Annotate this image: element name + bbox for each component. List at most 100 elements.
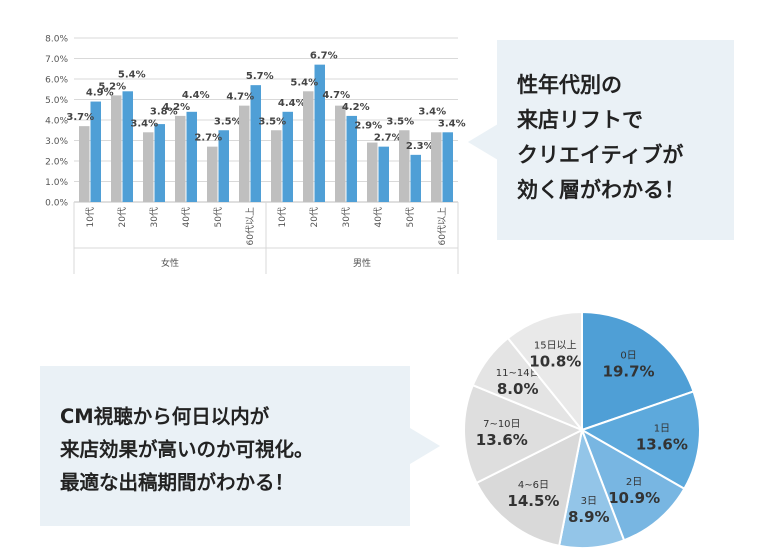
y-tick-label: 2.0%	[45, 158, 68, 168]
bar-label-series-a: 4.2%	[162, 102, 190, 113]
pie-slice	[475, 428, 584, 547]
bar-label-series-b: 2.3%	[406, 141, 434, 152]
bar-chart: 0.0% 1.0% 2.0% 3.0% 4.0% 5.0% 6.0% 7.0% 8.0% 3.7%…	[45, 35, 466, 274]
x-tick-label: 30代	[149, 207, 160, 227]
callout-bottom-line-1: CM視聴から何日以内が	[60, 405, 270, 428]
pie-slice	[463, 383, 585, 485]
x-tick-label: 60代以上	[245, 207, 256, 245]
pie-value-label: 14.5%	[507, 492, 559, 510]
bar-label-series-b: 3.5%	[214, 116, 242, 127]
y-tick-label: 7.0%	[45, 55, 68, 65]
bar-label-series-b: 4.2%	[342, 102, 370, 113]
callout-top-line-4: 効く層がわかる！	[517, 178, 685, 202]
bar-series-b	[218, 130, 229, 202]
bar-series-b	[314, 64, 325, 203]
x-tick-label: 40代	[181, 207, 192, 227]
x-tick-label: 10代	[85, 207, 96, 227]
pie-value-label: 10.9%	[608, 489, 660, 507]
pie-slice	[580, 427, 686, 542]
pie-category-label: 3日	[581, 496, 597, 507]
pie-category-label: 1日	[654, 424, 670, 435]
callout-bottom-line-2: 来店効果が高いのか可視化。	[60, 438, 314, 461]
bar-series-b	[442, 132, 453, 202]
callout-top-line-2: 来店リフトで	[517, 108, 643, 132]
bar-series-a	[399, 130, 410, 202]
bar-series-a	[303, 91, 314, 202]
bar-series-b	[122, 91, 133, 202]
callout-pointer-bottom	[410, 428, 440, 464]
pie-category-label: 2日	[626, 477, 642, 488]
pie-value-label: 13.6%	[636, 436, 688, 454]
x-tick-label: 20代	[309, 207, 320, 227]
bar-series-b	[378, 146, 389, 202]
bar-series-b	[410, 154, 421, 202]
x-tick-label: 30代	[341, 207, 352, 227]
bar-label-series-a: 2.9%	[354, 121, 382, 132]
pie-value-label: 8.9%	[568, 508, 610, 526]
bar-series-a	[335, 105, 346, 202]
bar-series-a	[271, 130, 282, 202]
bar-label-series-a: 3.4%	[130, 118, 158, 129]
pie-value-label: 13.6%	[476, 431, 528, 449]
bar-series-a	[367, 142, 378, 202]
callout-bottom-line-3: 最適な出稿期間がわかる！	[60, 471, 295, 494]
bar-label-series-a: 4.7%	[226, 92, 254, 103]
bar-label-series-b: 6.7%	[310, 51, 338, 62]
pie-value-label: 10.8%	[529, 352, 581, 370]
bar-label-series-b: 5.7%	[246, 71, 274, 82]
bar-series-b	[90, 101, 101, 202]
pie-value-label: 8.0%	[497, 380, 539, 398]
group-label: 男性	[353, 257, 371, 269]
pie-value-label: 19.7%	[603, 363, 655, 381]
bar-label-series-b: 5.4%	[118, 69, 146, 80]
bar-series-a	[79, 126, 90, 202]
bar-label-series-a: 3.4%	[418, 106, 446, 117]
y-tick-label: 1.0%	[45, 178, 68, 188]
bar-label-series-b: 4.9%	[86, 88, 114, 99]
callout-top: 性年代別の 来店リフトで クリエイティブが 効く層がわかる！	[497, 40, 734, 240]
bar-series-a	[207, 146, 218, 202]
bar-label-series-b: 3.4%	[438, 118, 466, 129]
x-tick-label: 20代	[117, 207, 128, 227]
bar-series-b	[154, 124, 165, 202]
bar-series-a	[431, 132, 442, 202]
pie-category-label: 7~10日	[483, 419, 520, 430]
y-tick-label: 3.0%	[45, 137, 68, 147]
bar-series-a	[111, 95, 122, 202]
bar-series-a	[143, 132, 154, 202]
bar-label-series-a: 4.7%	[322, 90, 350, 101]
x-tick-label: 60代以上	[437, 207, 448, 245]
pie-category-label: 0日	[620, 351, 636, 362]
bar-series-b	[186, 111, 197, 202]
bar-label-series-a: 5.4%	[290, 77, 318, 88]
pie-category-label: 15日以上	[534, 339, 577, 351]
x-tick-label: 10代	[277, 207, 288, 227]
bar-series-a	[239, 105, 250, 202]
y-tick-label: 8.0%	[45, 35, 68, 45]
callout-bottom: CM視聴から何日以内が 来店効果が高いのか可視化。 最適な出稿期間がわかる！	[40, 366, 410, 526]
bar-label-series-a: 5.2%	[98, 81, 126, 92]
bar-label-series-a: 3.5%	[258, 116, 286, 127]
bar-series-b	[250, 85, 261, 202]
x-tick-label: 50代	[213, 207, 224, 227]
bar-label-series-a: 2.7%	[194, 133, 222, 144]
pie-slice	[506, 310, 583, 433]
pie-slice	[579, 390, 701, 491]
bar-label-series-b: 2.7%	[374, 133, 402, 144]
callout-top-line-3: クリエイティブが	[517, 143, 684, 167]
y-tick-label: 6.0%	[45, 76, 68, 86]
callout-top-line-1: 性年代別の	[517, 73, 622, 97]
bar-label-series-a: 3.5%	[386, 116, 414, 127]
pie-category-label: 4~6日	[518, 480, 549, 491]
x-tick-label: 50代	[405, 207, 416, 227]
callout-pointer-top	[468, 124, 498, 160]
y-tick-label: 0.0%	[45, 199, 68, 209]
bar-label-series-b: 3.8%	[150, 106, 178, 117]
y-tick-label: 5.0%	[45, 96, 68, 106]
x-tick-label: 40代	[373, 207, 384, 227]
group-label: 女性	[161, 257, 179, 269]
pie-chart: 0日19.7%1日13.6%2日10.9%3日8.9%4~6日14.5%7~10…	[463, 310, 701, 549]
bar-series-b	[282, 111, 293, 202]
y-tick-label: 4.0%	[45, 117, 68, 127]
pie-category-label: 11~14日	[496, 368, 540, 379]
